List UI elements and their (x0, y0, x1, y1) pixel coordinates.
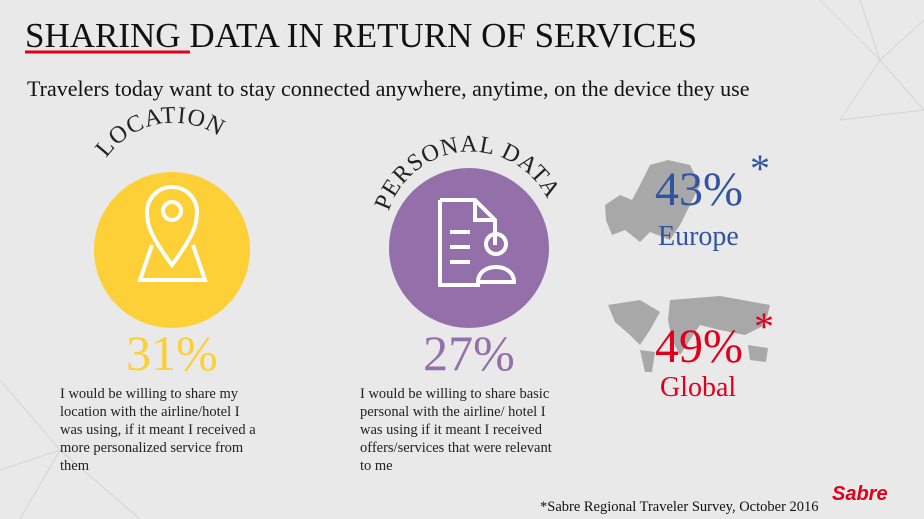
description-line: to me (360, 458, 393, 474)
description-line: was using if it meant I received (360, 422, 543, 438)
asterisk: * (754, 304, 774, 349)
stat-percent: 43% (655, 163, 743, 216)
world-map (608, 296, 770, 372)
description-line: personal with the airline/ hotel I (360, 404, 546, 420)
percent: 31% (126, 325, 218, 381)
description-line: them (60, 458, 90, 474)
subtitle: Travelers today want to stay connected a… (27, 76, 750, 101)
location-icon (137, 185, 208, 282)
document-icon (438, 198, 517, 287)
stat-region: Europe (658, 221, 739, 252)
footnote: *Sabre Regional Traveler Survey, October… (540, 499, 819, 515)
europe-map (605, 160, 700, 242)
description-line: I would be willing to share my (60, 386, 239, 402)
logo: Sabre (832, 483, 888, 505)
location-circle (94, 172, 250, 328)
description-line: I would be willing to share basic (360, 386, 549, 402)
stat-percent: 49% (655, 320, 743, 373)
title: SHARING DATA IN RETURN OF SERVICES (25, 16, 697, 55)
description-line: offers/services that were relevant (360, 440, 552, 456)
description-line: more personalized service from (60, 440, 244, 456)
description-line: was using, if it meant I received a (60, 422, 256, 438)
asterisk: * (750, 146, 770, 191)
percent: 27% (423, 325, 515, 381)
stat-region: Global (660, 372, 736, 403)
description-line: location with the airline/hotel I (60, 404, 240, 420)
